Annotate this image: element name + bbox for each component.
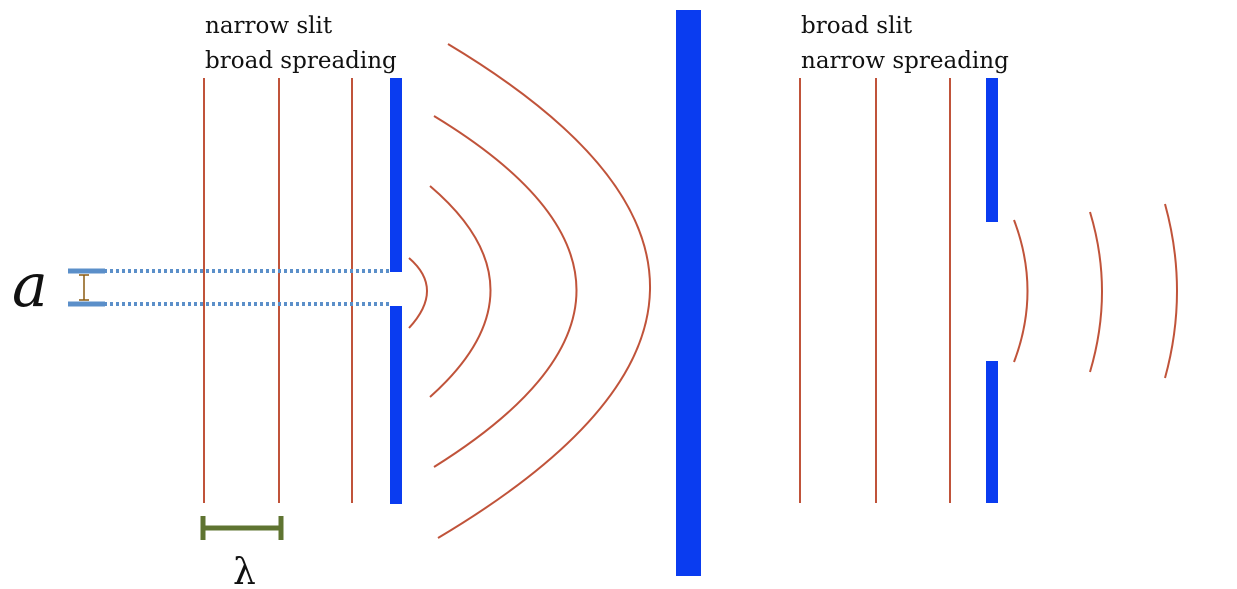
left-caption-line1: narrow slit (205, 13, 333, 39)
panel-divider (676, 10, 701, 576)
left-caption-line2: broad spreading (205, 48, 397, 74)
left-diffracted-wavefront-2 (429, 185, 492, 398)
slit-width-label: a (12, 251, 48, 321)
wavelength-label: λ (233, 552, 256, 589)
left-diffracted-wavefront-1 (408, 257, 428, 329)
right-panel: broad slit narrow spreading (799, 13, 1178, 503)
right-caption-line2: narrow spreading (801, 48, 1009, 74)
right-barrier (986, 78, 998, 503)
left-barrier-lower (390, 306, 402, 504)
right-diffracted-wavefront-1 (1013, 219, 1029, 363)
right-barrier-upper (986, 78, 998, 222)
left-diffracted-wavefront-4 (437, 43, 651, 539)
left-diffracted-wavefront-3 (433, 115, 578, 468)
slit-width-marker: a (12, 251, 390, 321)
right-incident-wavefronts (799, 78, 951, 503)
left-panel: narrow slit broad spreading (12, 13, 651, 589)
right-diffracted-wavefront-2 (1089, 211, 1103, 373)
left-diffracted-wavefronts (408, 43, 651, 539)
a-bracket (79, 274, 89, 301)
right-diffracted-wavefront-3 (1164, 203, 1178, 379)
right-caption-line1: broad slit (801, 13, 913, 39)
right-diffracted-wavefronts (1013, 203, 1178, 379)
wavelength-marker: λ (200, 516, 284, 589)
left-incident-wavefronts (203, 78, 353, 503)
right-barrier-lower (986, 361, 998, 503)
left-barrier (390, 78, 402, 504)
wavelength-bracket (200, 516, 284, 540)
left-barrier-upper (390, 78, 402, 272)
